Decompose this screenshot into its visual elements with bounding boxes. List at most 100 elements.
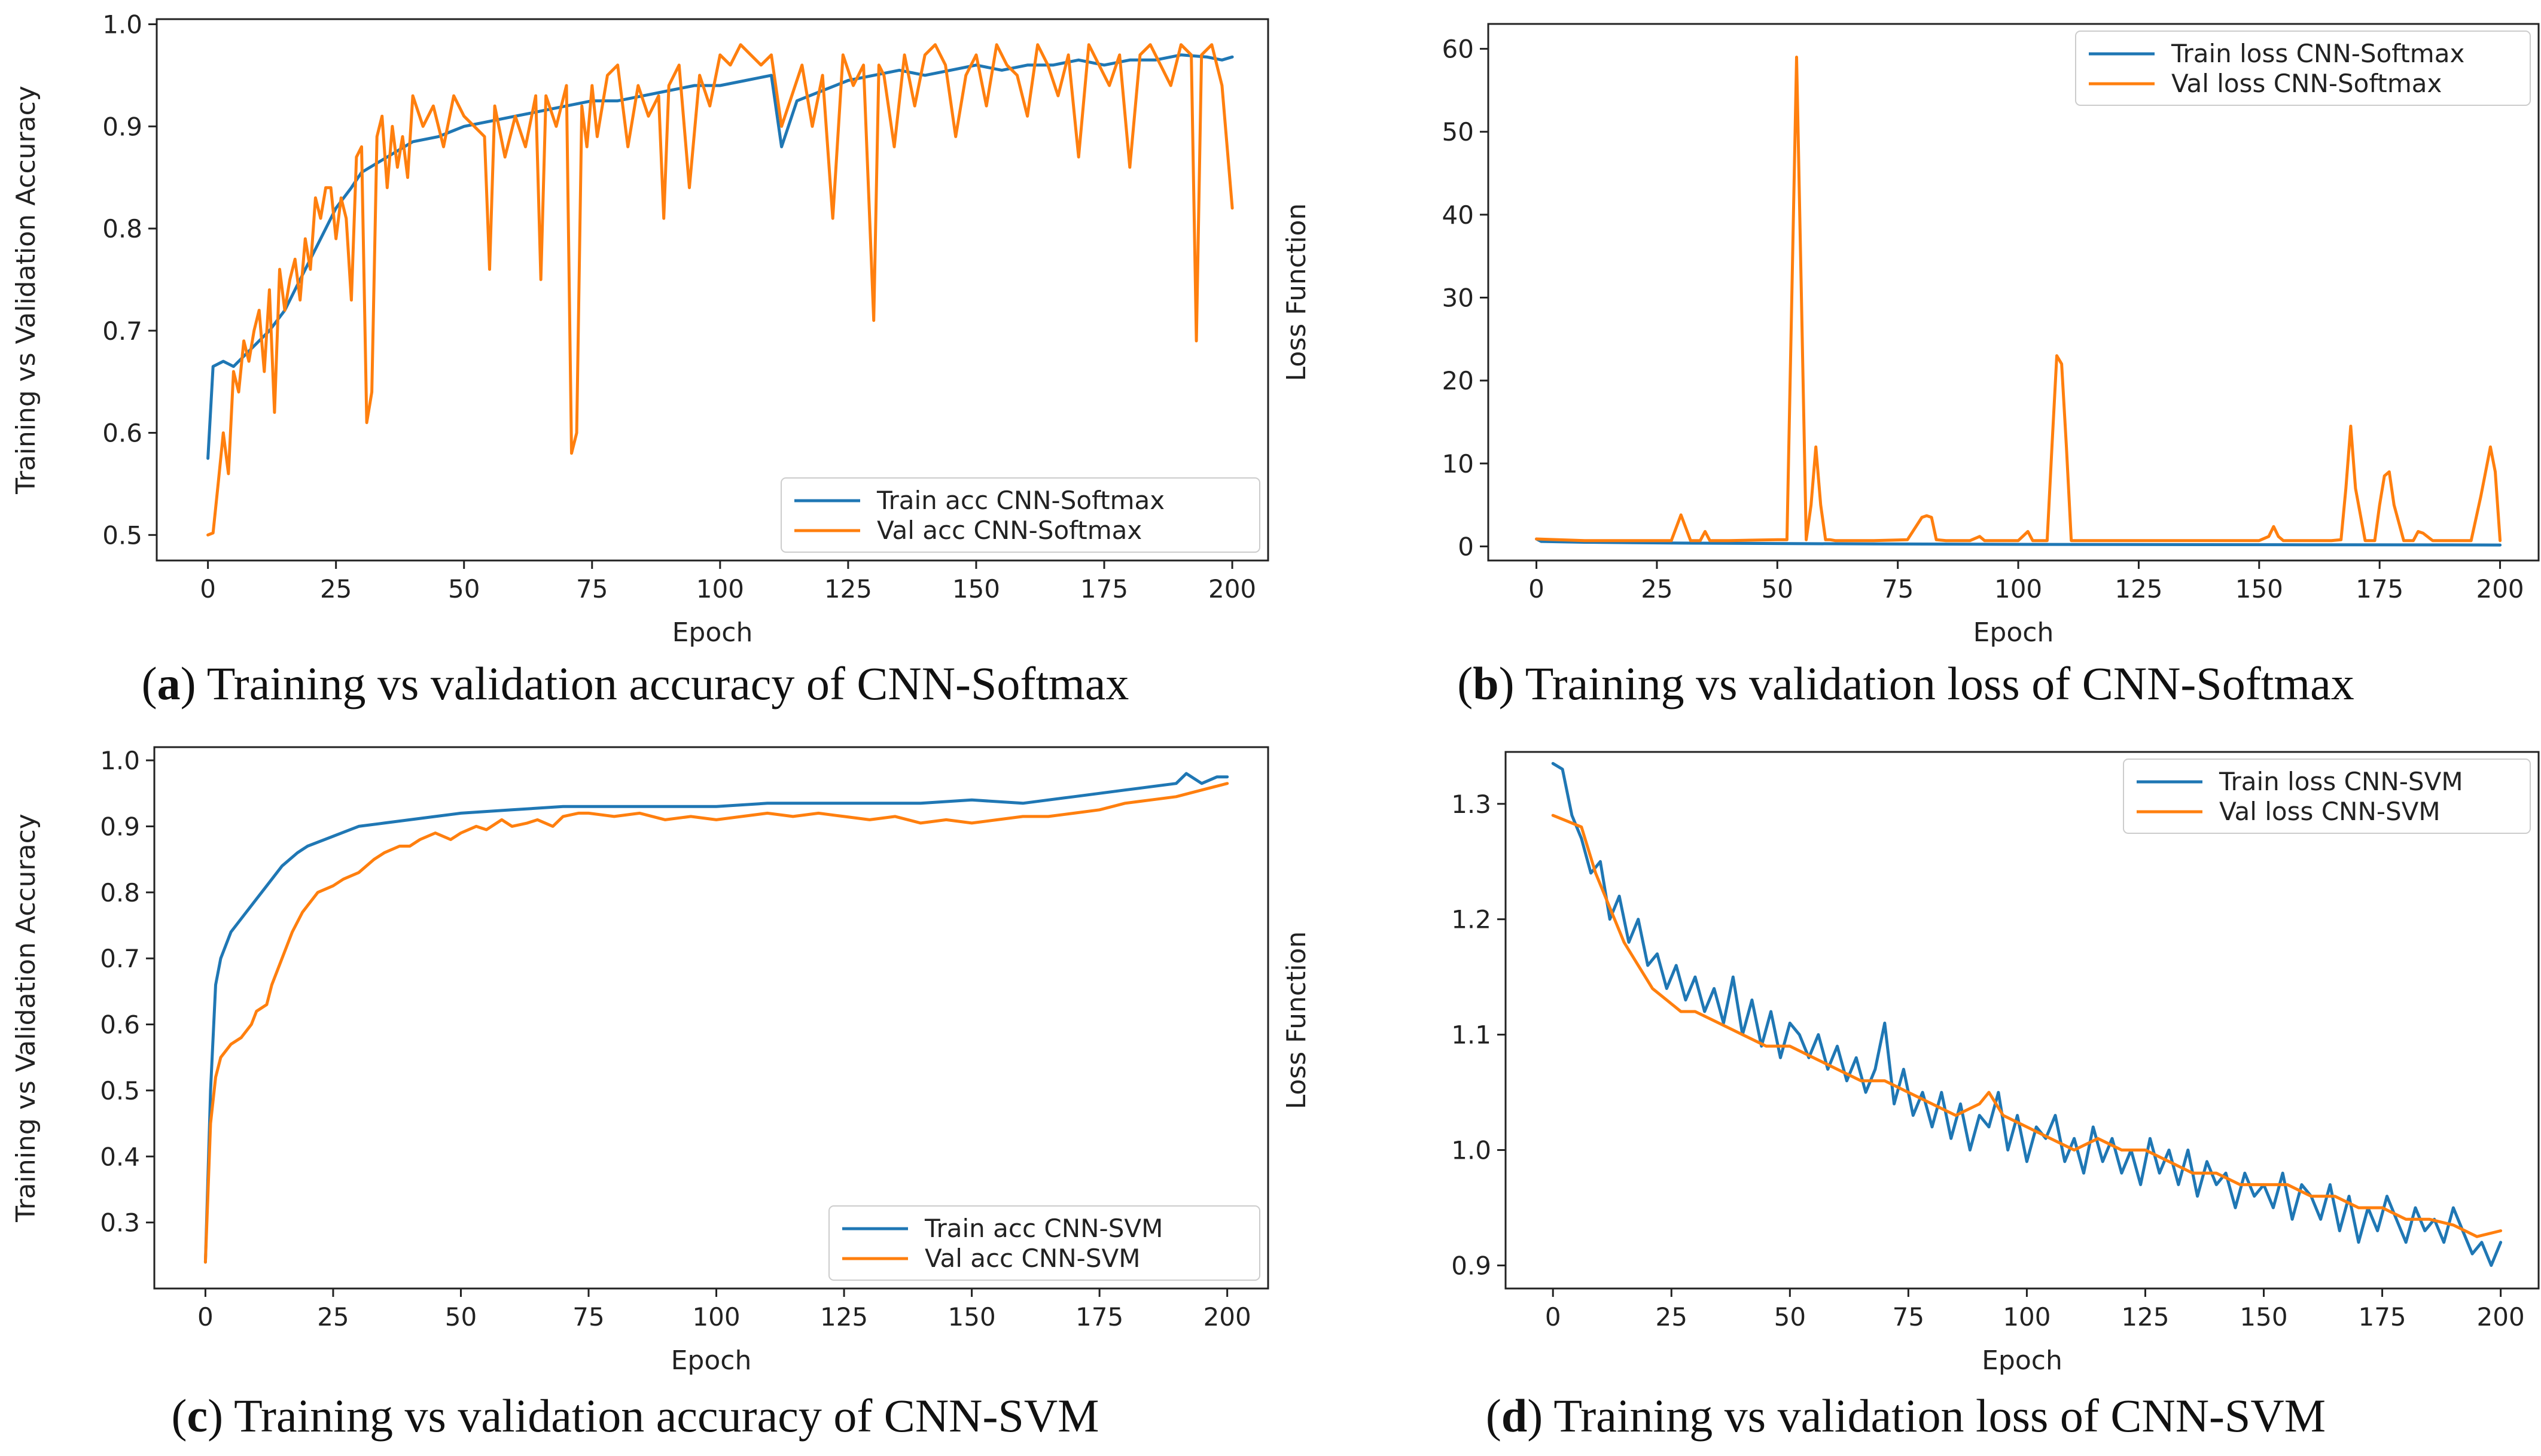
series-line-val bbox=[1551, 814, 2503, 1238]
y-tick-label: 0.5 bbox=[100, 1076, 140, 1105]
y-tick-label: 0.9 bbox=[1451, 1251, 1491, 1280]
y-tick-label: 1.2 bbox=[1451, 905, 1491, 934]
caption-a-letter: a bbox=[157, 657, 181, 709]
y-tick-label: 0.5 bbox=[102, 520, 142, 550]
y-tick-label: 0 bbox=[1458, 532, 1474, 561]
x-tick-label: 125 bbox=[2115, 574, 2162, 604]
legend-box bbox=[781, 477, 1260, 553]
x-tick-label: 0 bbox=[197, 1302, 214, 1332]
x-tick-label: 0 bbox=[1545, 1302, 1561, 1332]
x-tick-label: 50 bbox=[1762, 574, 1793, 604]
legend-label: Train acc CNN-Softmax bbox=[876, 486, 1165, 515]
chart-panel-a: 0 25 50 75 100 125 150 175 200 0.5 0.6 0.7 0.8 0.9 1.0… bbox=[0, 0, 1270, 652]
chart-b-svg: 0 25 50 75 100 125 150 175 200 0 10 20 30 40 50 60 Epoch… bbox=[1281, 23, 2540, 648]
x-tick-label: 25 bbox=[1656, 1302, 1687, 1332]
x-tick-label: 50 bbox=[448, 574, 480, 604]
y-axis-label: Training vs Validation Accuracy bbox=[11, 86, 41, 495]
y-tick-label: 1.3 bbox=[1451, 790, 1491, 819]
x-tick-label: 75 bbox=[572, 1302, 604, 1332]
series-line-train bbox=[203, 772, 1229, 1264]
x-tick-label: 200 bbox=[2477, 1302, 2525, 1332]
series-line-train bbox=[1551, 761, 2503, 1267]
chart-a-svg: 0 25 50 75 100 125 150 175 200 0.5 0.6 0.7 0.8 0.9 1.0… bbox=[11, 10, 1269, 648]
x-tick-label: 200 bbox=[1208, 574, 1256, 604]
x-tick-label: 175 bbox=[2358, 1302, 2406, 1332]
x-tick-label: 0 bbox=[1528, 574, 1544, 604]
caption-a-text: Training vs validation accuracy of CNN-S… bbox=[196, 657, 1129, 709]
x-tick-label: 125 bbox=[824, 574, 872, 604]
series-line-train bbox=[206, 53, 1234, 460]
x-tick-label: 200 bbox=[2476, 574, 2524, 604]
legend-label: Train loss CNN-Softmax bbox=[2171, 39, 2464, 68]
legend-box bbox=[828, 1205, 1260, 1281]
y-tick-label: 1.0 bbox=[100, 746, 140, 775]
legend-label: Val acc CNN-Softmax bbox=[877, 516, 1142, 545]
y-tick-label: 1.1 bbox=[1451, 1021, 1491, 1050]
x-axis-label: Epoch bbox=[671, 1345, 752, 1376]
legend-label: Val acc CNN-SVM bbox=[925, 1244, 1140, 1273]
x-tick-label: 175 bbox=[1075, 1302, 1123, 1332]
y-tick-label: 50 bbox=[1442, 117, 1474, 147]
x-tick-label: 175 bbox=[2356, 574, 2403, 604]
plot-frame bbox=[156, 18, 1269, 562]
y-tick-label: 0.9 bbox=[102, 112, 142, 141]
legend-label: Train acc CNN-SVM bbox=[924, 1214, 1163, 1243]
y-tick-label: 0.6 bbox=[102, 419, 142, 448]
x-tick-label: 150 bbox=[2235, 574, 2283, 604]
series-line-val bbox=[206, 43, 1234, 537]
x-tick-label: 125 bbox=[2121, 1302, 2169, 1332]
x-tick-label: 100 bbox=[2003, 1302, 2051, 1332]
y-tick-label: 0.4 bbox=[100, 1142, 140, 1171]
x-tick-label: 75 bbox=[1893, 1302, 1924, 1332]
y-tick-label: 0.8 bbox=[102, 214, 142, 243]
x-tick-label: 0 bbox=[200, 574, 216, 604]
plot-frame bbox=[1487, 23, 2540, 562]
x-tick-label: 125 bbox=[820, 1302, 868, 1332]
x-tick-label: 25 bbox=[1641, 574, 1672, 604]
y-axis-label: Training vs Validation Accuracy bbox=[11, 814, 41, 1223]
caption-c-text: Training vs validation accuracy of CNN-S… bbox=[223, 1390, 1099, 1442]
y-tick-label: 60 bbox=[1442, 35, 1474, 64]
x-tick-label: 150 bbox=[952, 574, 1000, 604]
chart-panel-b: 0 25 50 75 100 125 150 175 200 0 10 20 30 40 50 60 Epoch… bbox=[1270, 0, 2541, 652]
y-axis-label: Loss Function bbox=[1281, 203, 1312, 382]
chart-d-svg: 0 25 50 75 100 125 150 175 200 0.9 1.0 1.1 1.2 1.3 Epo… bbox=[1281, 751, 2540, 1376]
caption-c: (c) Training vs validation accuracy of C… bbox=[171, 1390, 1099, 1442]
y-tick-label: 0.7 bbox=[100, 944, 140, 973]
x-tick-label: 100 bbox=[692, 1302, 740, 1332]
plot-frame bbox=[1504, 751, 2540, 1290]
caption-d-text: Training vs validation loss of CNN-SVM bbox=[1543, 1390, 2326, 1442]
y-tick-label: 20 bbox=[1442, 366, 1474, 395]
x-tick-label: 25 bbox=[317, 1302, 349, 1332]
chart-panel-c: 0 25 50 75 100 125 150 175 200 0.3 0.4 0.5 0.6 0.7 0.8… bbox=[0, 728, 1270, 1380]
caption-d-letter: d bbox=[1501, 1390, 1528, 1442]
caption-d: (d) Training vs validation loss of CNN-S… bbox=[1485, 1390, 2326, 1442]
x-tick-label: 175 bbox=[1080, 574, 1128, 604]
x-tick-label: 150 bbox=[948, 1302, 996, 1332]
y-tick-label: 0.9 bbox=[100, 812, 140, 841]
caption-b: (b) Training vs validation loss of CNN-S… bbox=[1457, 657, 2354, 709]
x-axis-label: Epoch bbox=[1973, 617, 2054, 648]
caption-a: (a) Training vs validation accuracy of C… bbox=[141, 657, 1129, 709]
x-tick-label: 200 bbox=[1204, 1302, 1251, 1332]
chart-panel-d: 0 25 50 75 100 125 150 175 200 0.9 1.0 1.1 1.2 1.3 Epo… bbox=[1270, 728, 2541, 1380]
y-tick-label: 1.0 bbox=[1451, 1136, 1491, 1165]
y-tick-label: 40 bbox=[1442, 200, 1474, 230]
series-line-train bbox=[1535, 537, 2502, 547]
caption-b-letter: b bbox=[1473, 657, 1499, 709]
x-tick-label: 50 bbox=[1774, 1302, 1806, 1332]
x-tick-label: 75 bbox=[576, 574, 608, 604]
y-axis-label: Loss Function bbox=[1281, 931, 1312, 1110]
y-tick-label: 0.7 bbox=[102, 316, 142, 346]
chart-c-svg: 0 25 50 75 100 125 150 175 200 0.3 0.4 0.5 0.6 0.7 0.8… bbox=[11, 746, 1269, 1376]
y-tick-label: 30 bbox=[1442, 284, 1474, 313]
x-tick-label: 50 bbox=[445, 1302, 477, 1332]
y-tick-label: 1.0 bbox=[102, 10, 142, 39]
y-tick-label: 10 bbox=[1442, 449, 1474, 479]
x-tick-label: 150 bbox=[2240, 1302, 2287, 1332]
plot-frame bbox=[153, 746, 1269, 1290]
legend-label: Train loss CNN-SVM bbox=[2219, 767, 2463, 796]
series-line-val bbox=[203, 782, 1229, 1264]
legend-label: Val loss CNN-SVM bbox=[2219, 797, 2441, 826]
